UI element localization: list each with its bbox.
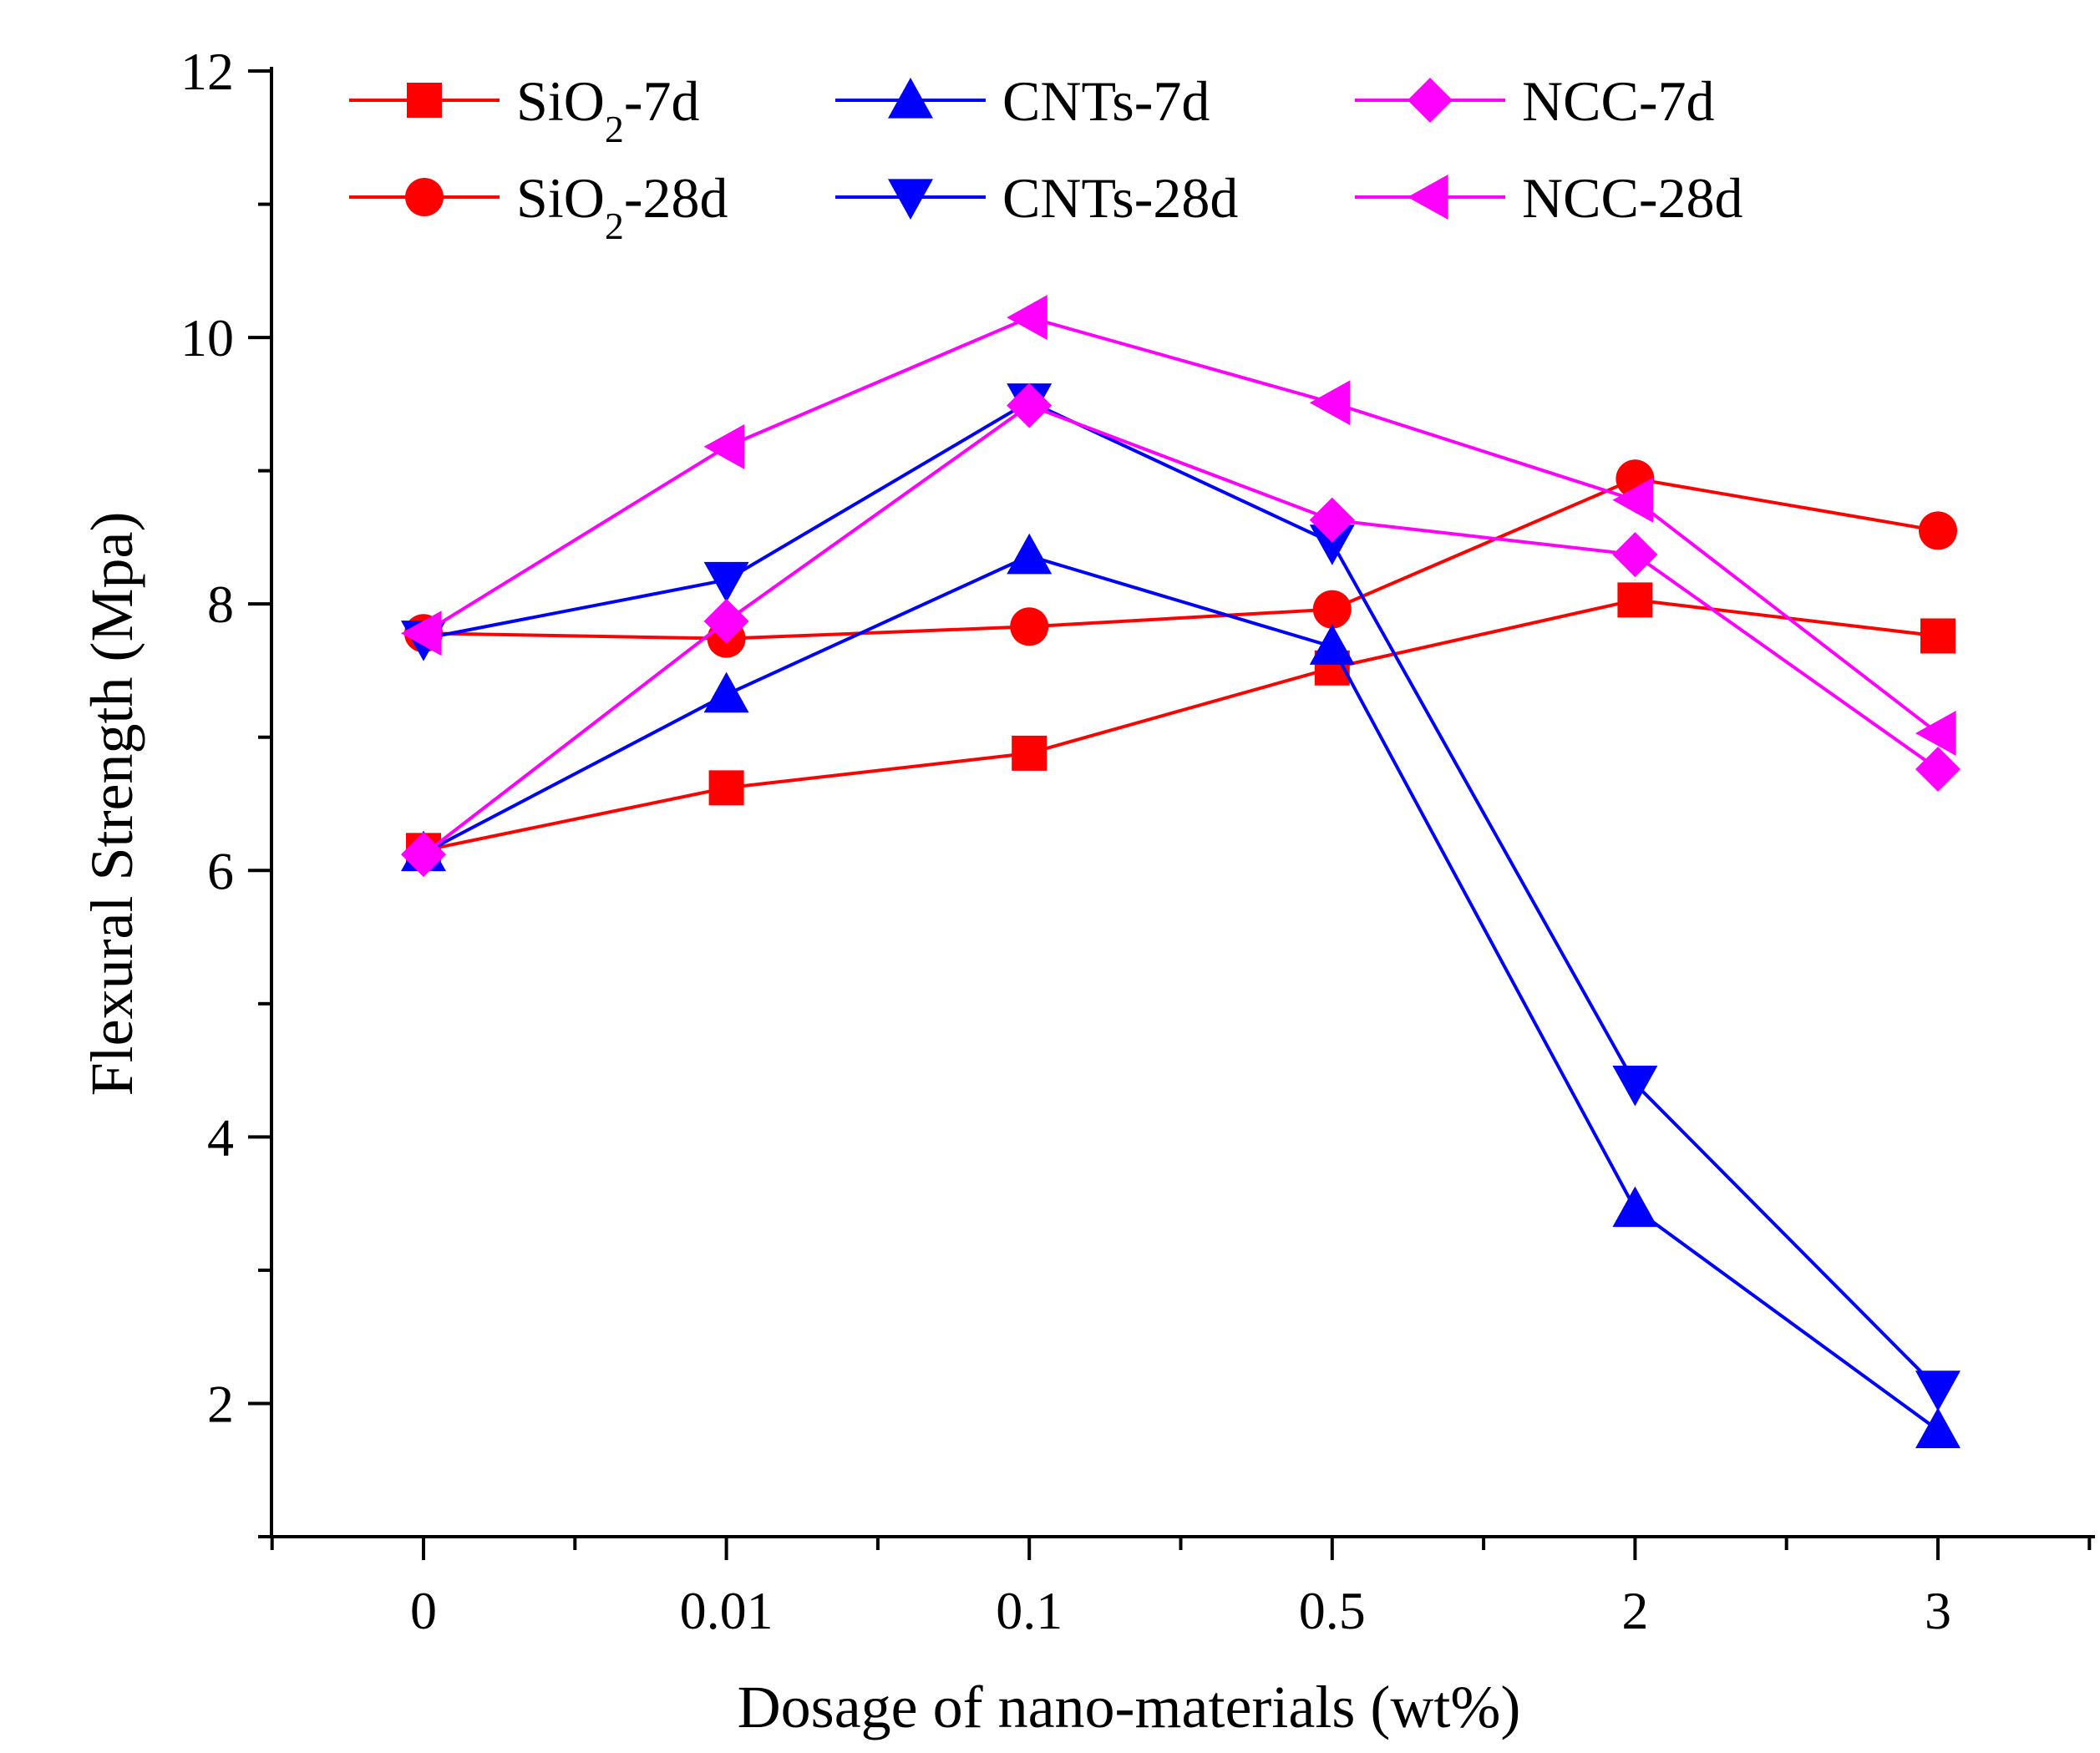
data-point	[1007, 383, 1053, 428]
legend-item: CNTs-28d	[835, 166, 1238, 230]
legend-marker	[407, 83, 442, 118]
series-SiO2-28d	[404, 459, 1957, 658]
data-point	[1915, 1407, 1961, 1448]
data-point	[1309, 497, 1355, 543]
data-point	[703, 598, 749, 644]
y-tick-label: 4	[207, 1107, 234, 1167]
x-tick-label: 0.1	[996, 1581, 1063, 1640]
data-point	[401, 832, 446, 878]
legend-label: NCC-28d	[1522, 166, 1742, 230]
data-point	[1617, 582, 1653, 618]
data-point	[703, 423, 745, 469]
series-line	[423, 554, 1940, 1431]
legend-item: CNTs-7d	[835, 69, 1210, 133]
legend-item: SiO2-28d	[349, 166, 728, 247]
y-tick-label: 2	[207, 1374, 234, 1433]
legend-marker	[1408, 78, 1453, 123]
legend: SiO2-7d CNTs-7d NCC-7d SiO2-28d CNTs-28d NCC-…	[349, 69, 1742, 247]
data-point	[703, 671, 749, 713]
data-point	[1012, 735, 1047, 771]
x-axis-title: Dosage of nano-materials (wt%)	[738, 1674, 1521, 1740]
x-tick-label: 0.5	[1299, 1581, 1366, 1640]
series-NCC-7d	[401, 383, 1961, 878]
x-tick-label: 3	[1925, 1581, 1951, 1640]
series-CNTs-28d	[401, 383, 1961, 1411]
data-point	[1309, 380, 1351, 426]
series-NCC-28d	[401, 295, 1956, 756]
legend-marker	[888, 78, 933, 119]
legend-item: NCC-7d	[1355, 69, 1714, 133]
legend-label: SiO2-28d	[516, 166, 728, 247]
series-CNTs-7d	[401, 533, 1961, 1448]
legend-label: CNTs-28d	[1002, 166, 1238, 230]
data-point	[1312, 590, 1352, 629]
series-line	[422, 316, 1940, 735]
legend-item: NCC-28d	[1355, 166, 1742, 230]
data-point	[1007, 533, 1053, 575]
series-line	[422, 403, 1940, 856]
legend-marker	[405, 178, 444, 216]
legend-label: SiO2-7d	[516, 69, 699, 150]
x-tick-label: 0.01	[680, 1581, 774, 1640]
data-point	[401, 611, 442, 656]
data-point	[1920, 618, 1955, 654]
data-point	[1915, 1370, 1961, 1411]
series-SiO2-7d	[406, 582, 1955, 869]
data-point	[1915, 747, 1961, 793]
data-point	[1919, 511, 1957, 550]
data-point	[1612, 477, 1653, 523]
x-tick-label: 2	[1621, 1581, 1648, 1640]
series-layer	[401, 295, 1961, 1448]
data-point	[1010, 607, 1049, 646]
y-tick-label: 10	[180, 308, 234, 367]
data-point	[708, 770, 744, 806]
data-point	[1309, 524, 1355, 565]
legend-item: SiO2-7d	[349, 69, 699, 150]
series-line	[423, 399, 1940, 1391]
y-tick-label: 6	[207, 841, 234, 900]
data-point	[703, 561, 749, 603]
series-line	[423, 598, 1939, 853]
legend-marker	[1408, 175, 1448, 220]
legend-marker	[888, 179, 933, 220]
series-line	[423, 477, 1939, 641]
axes: 2 4 6 8 10 12 0 0.01 0.1 0.5 2 3	[180, 42, 2095, 1640]
data-point	[1915, 710, 1956, 756]
data-point	[1612, 532, 1658, 578]
data-point	[1309, 624, 1355, 665]
data-point	[1612, 1186, 1658, 1228]
legend-label: NCC-7d	[1522, 69, 1714, 133]
y-tick-label: 12	[180, 42, 234, 101]
x-tick-label: 0	[410, 1581, 437, 1640]
data-point	[1007, 295, 1047, 341]
legend-label: CNTs-7d	[1002, 69, 1210, 133]
data-point	[1612, 1065, 1658, 1107]
y-tick-label: 8	[207, 575, 234, 634]
y-axis-title: Flexural Strength (Mpa)	[79, 512, 145, 1097]
